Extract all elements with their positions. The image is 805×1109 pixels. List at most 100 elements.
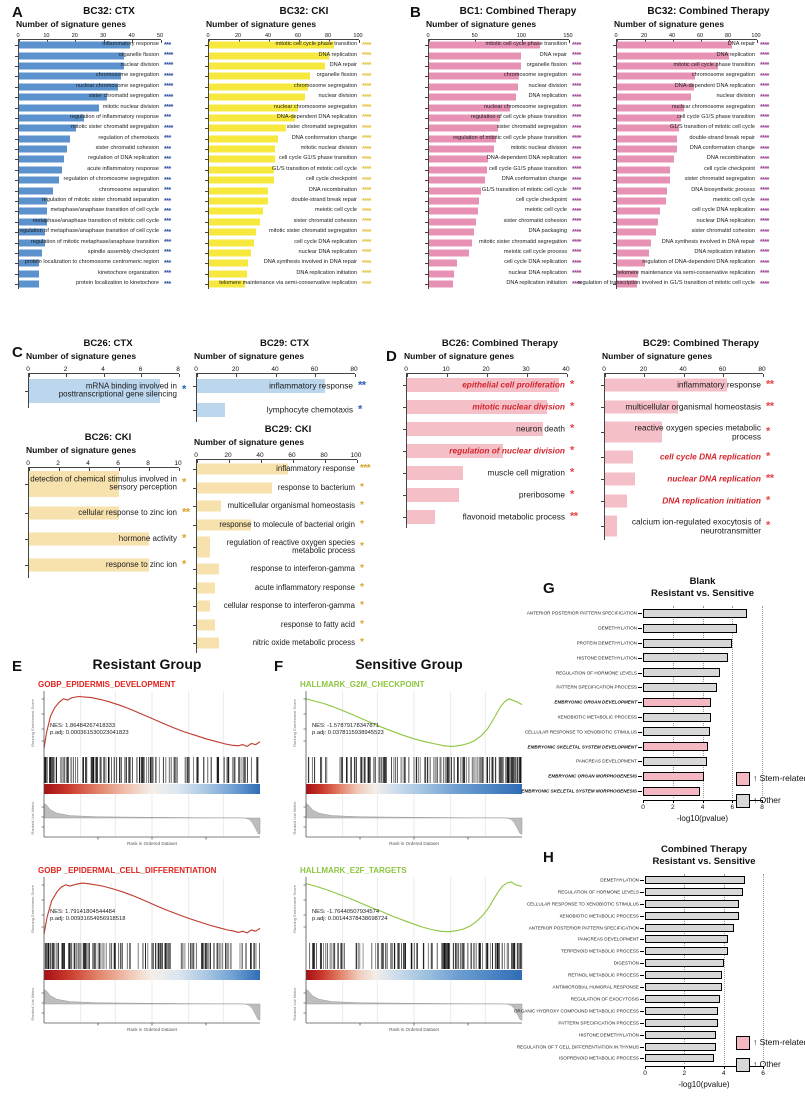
bar-row: mitotic sister chromatid segregation **** bbox=[425, 237, 581, 247]
significance-stars: **** bbox=[362, 135, 371, 143]
chart-title: BC32: CTX bbox=[83, 6, 135, 17]
bar bbox=[197, 563, 220, 575]
axis-tick-labels: 0 20 40 60 80 100 bbox=[204, 30, 404, 39]
row-tick bbox=[15, 190, 18, 192]
bar bbox=[645, 887, 744, 896]
bar-label: mitotic cell cycle phase transition bbox=[275, 41, 357, 48]
significance-stars: **** bbox=[362, 73, 371, 81]
bar-label: regulation of mitotic cell cycle phase t… bbox=[453, 134, 567, 141]
bar bbox=[209, 176, 274, 184]
bar-label: mitotic sister chromatid segregation bbox=[71, 124, 159, 131]
enrichment-curve bbox=[305, 698, 523, 747]
row-tick bbox=[193, 606, 196, 608]
row-tick bbox=[193, 487, 196, 489]
label-dash bbox=[638, 776, 642, 778]
row-tick bbox=[425, 159, 428, 161]
row-tick bbox=[15, 55, 18, 57]
row-tick bbox=[205, 76, 208, 78]
bar-label: inflammatory response bbox=[269, 380, 353, 391]
significance-stars: *** bbox=[164, 280, 171, 288]
bar-label: chromosome segregation bbox=[691, 72, 755, 79]
bar bbox=[617, 145, 678, 153]
bar-row: nitric oxide metabolic process * bbox=[193, 634, 364, 653]
axis-tick-label: 80 bbox=[724, 33, 732, 39]
axis-tick-label: 20 bbox=[224, 452, 232, 459]
bar bbox=[605, 421, 663, 443]
axis-tick-label: 4 bbox=[700, 804, 705, 812]
bar-row: mitotic nuclear division **** bbox=[425, 144, 581, 154]
axis-tick-label: 100 bbox=[516, 33, 526, 39]
bar bbox=[605, 378, 728, 392]
bar-label: DNA packaging bbox=[528, 228, 567, 235]
label-dash bbox=[640, 891, 644, 893]
bar-row: DNA-dependent DNA replication **** bbox=[205, 113, 371, 123]
bar-label: telomere maintenance via semi-conservati… bbox=[617, 269, 755, 276]
label-dash bbox=[640, 1022, 644, 1024]
bar-label: DNA synthesis involved in DNA repair bbox=[263, 259, 357, 266]
axis-tick-mark bbox=[238, 40, 240, 43]
row-tick bbox=[25, 513, 28, 514]
significance-stars: *** bbox=[164, 218, 171, 226]
axis-tick-label: 20 bbox=[639, 366, 648, 373]
row-tick bbox=[25, 539, 28, 540]
panel-letter-c: C bbox=[12, 344, 23, 361]
bar-row: regulation of reactive oxygen species me… bbox=[193, 534, 364, 560]
bar-row: DNA replication initiation **** bbox=[205, 269, 371, 279]
bar bbox=[429, 270, 455, 278]
sensitive-group-title: Sensitive Group bbox=[355, 656, 463, 672]
row-tick bbox=[205, 242, 208, 244]
axis-tick-mark bbox=[446, 374, 448, 377]
axis-tick-labels: 0 20 40 60 80 bbox=[600, 363, 802, 373]
bar bbox=[209, 155, 275, 163]
significance-stars: **** bbox=[760, 156, 769, 164]
bar bbox=[617, 72, 696, 80]
bar bbox=[197, 637, 220, 649]
bar bbox=[429, 249, 470, 257]
row-tick bbox=[15, 128, 18, 130]
bar-label: DNA-dependent DNA replication bbox=[674, 82, 755, 89]
y-axis-title-metric: Ranked List Metric bbox=[30, 801, 35, 834]
bar bbox=[643, 668, 721, 678]
panel-letter-e: E bbox=[12, 658, 23, 675]
significance-stars: **** bbox=[760, 166, 769, 174]
padj-value: p.adj: 0.0378115938945523 bbox=[312, 730, 384, 736]
bar-label: DNA replication initiation bbox=[506, 280, 567, 287]
bar-row: regulation of metaphase/anaphase transit… bbox=[15, 227, 171, 237]
axis-tick-label: 60 bbox=[718, 366, 727, 373]
row-tick bbox=[613, 232, 616, 234]
padj-value: p.adj: 0.00931654956918518 bbox=[50, 916, 125, 922]
significance-stars: **** bbox=[164, 104, 173, 112]
bar-row: muscle cell migration * bbox=[403, 462, 574, 484]
axis-tick-mark bbox=[66, 374, 67, 377]
axis-tick-label: 4 bbox=[86, 460, 90, 467]
bar bbox=[429, 218, 476, 226]
significance-stars: **** bbox=[362, 197, 371, 205]
bar-label: nitric oxide metabolic process bbox=[252, 638, 355, 648]
panel-letter-h: H bbox=[543, 849, 554, 866]
bar bbox=[209, 187, 268, 195]
axis-tick-label: 80 bbox=[324, 33, 332, 39]
bar bbox=[645, 1006, 718, 1015]
axis-tick-label: 80 bbox=[350, 366, 358, 373]
bar-label: mitotic nuclear division bbox=[102, 103, 159, 110]
row-tick bbox=[205, 253, 208, 254]
bar-label: meiotic cell cycle process bbox=[503, 249, 567, 256]
bar-row: preribosome * bbox=[403, 484, 574, 506]
bar-row: mitotic nuclear division * bbox=[403, 396, 574, 418]
bar-label: cell cycle G1/S phase transition bbox=[278, 155, 357, 162]
bar bbox=[617, 218, 658, 226]
bar-label: nuclear DNA replication bbox=[667, 473, 761, 484]
axis-tick-mark bbox=[46, 40, 48, 43]
bar-row: neuron death * bbox=[403, 418, 574, 440]
bar-row: nuclear chromosome segregation **** bbox=[425, 102, 581, 112]
row-tick bbox=[613, 97, 616, 99]
row-tick bbox=[193, 469, 196, 471]
significance-stars: **** bbox=[572, 280, 581, 288]
row-tick bbox=[613, 117, 616, 119]
significance-stars: **** bbox=[572, 114, 581, 122]
bar bbox=[429, 239, 472, 247]
bar-row: nuclear division **** bbox=[613, 92, 769, 102]
row-tick bbox=[425, 86, 428, 88]
significance-stars: *** bbox=[164, 135, 171, 143]
